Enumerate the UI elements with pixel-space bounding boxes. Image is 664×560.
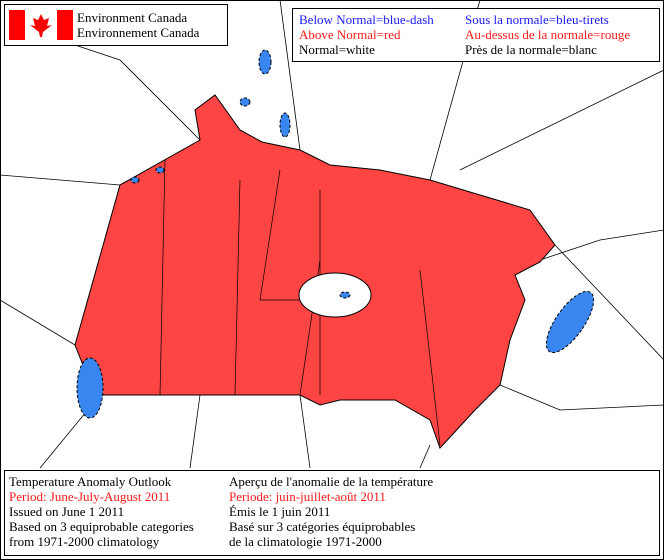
legend-en: Below Normal=blue-dash: [299, 12, 434, 27]
flag: [9, 10, 73, 40]
info-en: Temperature Anomaly Outlook: [9, 474, 172, 489]
below-normal-regions: [76, 49, 595, 419]
legend-fr: Près de la normale=blanc: [465, 42, 597, 57]
legend-fr: Au-dessus de la normale=rouge: [465, 27, 631, 42]
info-fr: Émis le 1 juin 2011: [229, 504, 331, 519]
legend-box: Below Normal=blue-dash Above Normal=red …: [292, 8, 660, 62]
info-fr: Periode: juin-juillet-août 2011: [229, 489, 386, 504]
above-normal-region: [74, 94, 556, 449]
header-title-en: Environment Canada: [77, 10, 188, 25]
header-title-fr: Environnement Canada: [77, 25, 200, 40]
info-en: Period: June-July-August 2011: [9, 489, 171, 504]
normal-region: [298, 272, 372, 318]
info-box: Temperature Anomaly Outlook Period: June…: [4, 470, 660, 556]
info-fr: de la climatologie 1971-2000: [229, 534, 382, 549]
background-lines: [0, 0, 664, 469]
info-en: Issued on June 1 2011: [9, 504, 125, 519]
info-en: Based on 3 equiprobable categories: [9, 519, 194, 534]
legend-en: Normal=white: [299, 42, 375, 57]
legend-en: Above Normal=red: [299, 27, 401, 42]
info-fr: Basé sur 3 catégories équiprobables: [229, 519, 416, 534]
info-fr: Aperçu de l'anomalie de la température: [229, 474, 434, 489]
header-box: Environment Canada Environnement Canada: [4, 4, 228, 46]
info-en: from 1971-2000 climatology: [9, 534, 160, 549]
legend-fr: Sous la normale=bleu-tirets: [465, 12, 609, 27]
